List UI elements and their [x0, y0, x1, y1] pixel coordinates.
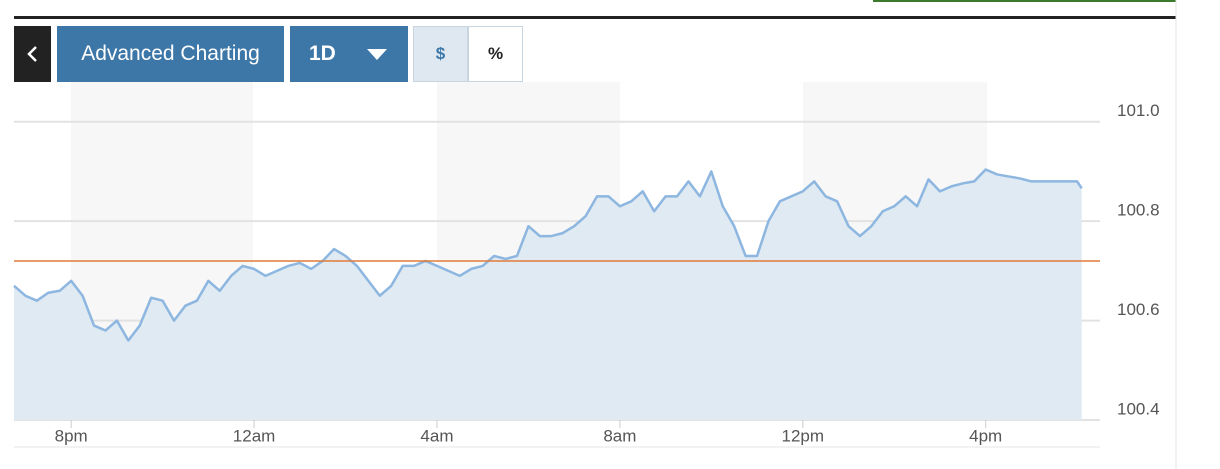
dollar-button[interactable]: $: [413, 26, 468, 82]
accent-rule: [873, 0, 1176, 2]
y-tick-label: 100.8: [1117, 201, 1160, 220]
percent-button[interactable]: %: [468, 26, 523, 82]
y-tick-label: 101.0: [1117, 101, 1160, 120]
y-tick-label: 100.4: [1117, 399, 1160, 418]
range-button[interactable]: 1D: [290, 26, 408, 82]
area-fill: [14, 169, 1082, 420]
x-tick-label: 12pm: [782, 426, 825, 445]
x-tick-label: 12am: [233, 426, 276, 445]
x-tick-label: 8am: [603, 426, 636, 445]
chevron-icon: [26, 46, 37, 62]
back-button[interactable]: [14, 26, 51, 82]
x-tick-label: 4am: [420, 426, 453, 445]
dropdown-icon: [366, 49, 387, 60]
top-rule: [14, 16, 1176, 19]
x-tick-label: 4pm: [969, 426, 1002, 445]
x-tick-label: 8pm: [55, 426, 88, 445]
advanced-charting-button[interactable]: Advanced Charting: [57, 26, 284, 82]
price-line: [13, 168, 1083, 342]
y-tick-label: 100.6: [1117, 300, 1160, 319]
range-label: 1D: [309, 42, 336, 65]
